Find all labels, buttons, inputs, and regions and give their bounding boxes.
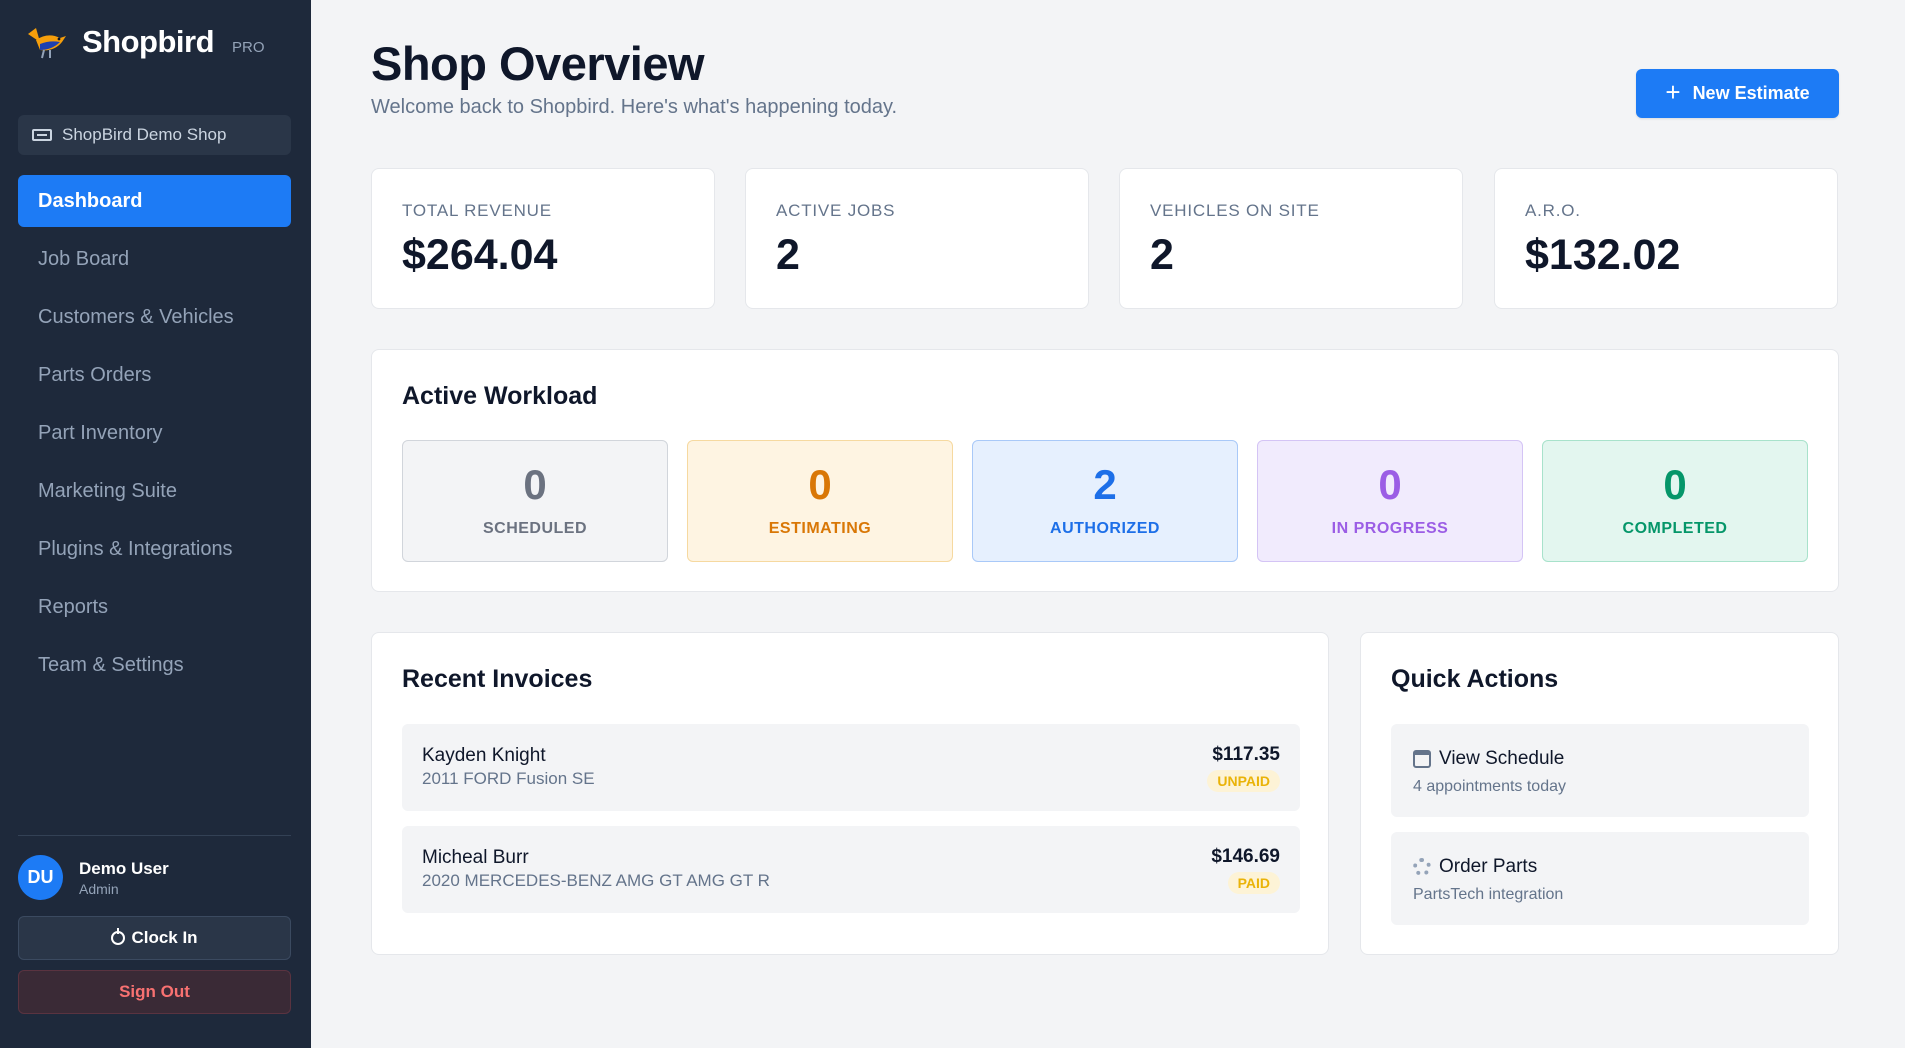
invoices-title: Recent Invoices xyxy=(402,665,593,693)
calendar-icon xyxy=(1413,750,1431,768)
stat-card-aro: A.R.O. $132.02 xyxy=(1494,168,1838,309)
stat-value: 2 xyxy=(1150,231,1174,279)
workload-completed[interactable]: 0 COMPLETED xyxy=(1542,440,1808,562)
new-estimate-button[interactable]: + New Estimate xyxy=(1636,69,1839,118)
workload-label: AUTHORIZED xyxy=(1050,520,1160,537)
quick-action-label: View Schedule xyxy=(1439,748,1565,769)
sidebar-item-label: Team & Settings xyxy=(38,653,184,676)
workload-count: 0 xyxy=(1663,461,1687,508)
sign-out-button[interactable]: Sign Out xyxy=(18,970,291,1014)
invoice-customer: Kayden Knight xyxy=(422,745,546,766)
shop-selector[interactable]: ShopBird Demo Shop xyxy=(18,115,291,155)
workload-estimating[interactable]: 0 ESTIMATING xyxy=(687,440,953,562)
sidebar-item-reports[interactable]: Reports xyxy=(18,581,291,633)
status-badge: PAID xyxy=(1227,872,1280,894)
sidebar-item-team-settings[interactable]: Team & Settings xyxy=(18,639,291,691)
quick-action-view-schedule[interactable]: View Schedule 4 appointments today xyxy=(1391,724,1809,817)
clock-in-label: Clock In xyxy=(131,928,198,947)
bird-logo-icon xyxy=(28,28,66,59)
workload-count: 0 xyxy=(523,461,547,508)
brand[interactable]: Shopbird PRO xyxy=(26,22,265,62)
stopwatch-icon xyxy=(111,928,126,945)
new-estimate-label: New Estimate xyxy=(1692,83,1810,103)
sidebar-item-label: Job Board xyxy=(38,247,130,270)
user-role: Admin xyxy=(79,880,119,897)
plus-icon: + xyxy=(1665,77,1681,107)
invoice-vehicle: 2011 FORD Fusion SE xyxy=(422,769,595,788)
active-workload-card: Active Workload 0 SCHEDULED 0 ESTIMATING… xyxy=(371,349,1839,592)
sidebar-nav: Dashboard Job Board Customers & Vehicles… xyxy=(18,175,291,697)
sidebar-item-label: Plugins & Integrations xyxy=(38,537,233,560)
stat-value: 2 xyxy=(776,231,800,279)
stat-value: $132.02 xyxy=(1525,231,1681,279)
workload-label: COMPLETED xyxy=(1622,520,1728,537)
invoice-amount: $117.35 xyxy=(1212,744,1280,765)
workload-scheduled[interactable]: 0 SCHEDULED xyxy=(402,440,668,562)
sidebar: Shopbird PRO ShopBird Demo Shop Dashboar… xyxy=(0,0,311,1048)
stat-value: $264.04 xyxy=(402,231,558,279)
invoice-amount: $146.69 xyxy=(1211,846,1280,867)
workload-label: ESTIMATING xyxy=(768,520,872,537)
brand-tier: PRO xyxy=(232,38,265,56)
workload-authorized[interactable]: 2 AUTHORIZED xyxy=(972,440,1238,562)
sidebar-item-plugins-integrations[interactable]: Plugins & Integrations xyxy=(18,523,291,575)
sidebar-item-parts-orders[interactable]: Parts Orders xyxy=(18,349,291,401)
brand-name: Shopbird xyxy=(82,24,215,59)
sidebar-item-label: Parts Orders xyxy=(38,363,152,386)
page-title: Shop Overview xyxy=(371,37,705,90)
avatar: DU xyxy=(18,855,63,900)
shop-name: ShopBird Demo Shop xyxy=(62,125,227,144)
invoice-row[interactable]: Micheal Burr 2020 MERCEDES-BENZ AMG GT A… xyxy=(402,826,1300,913)
sidebar-item-label: Marketing Suite xyxy=(38,479,177,502)
workload-label: IN PROGRESS xyxy=(1331,520,1449,537)
stat-card-vehicles-on-site: VEHICLES ON SITE 2 xyxy=(1119,168,1463,309)
quick-actions-title: Quick Actions xyxy=(1391,665,1559,693)
sidebar-divider xyxy=(18,835,291,836)
sidebar-item-job-board[interactable]: Job Board xyxy=(18,233,291,285)
sidebar-item-marketing-suite[interactable]: Marketing Suite xyxy=(18,465,291,517)
page-subtitle: Welcome back to Shopbird. Here's what's … xyxy=(371,96,898,118)
sign-out-label: Sign Out xyxy=(119,982,190,1001)
sidebar-item-label: Dashboard xyxy=(38,189,143,212)
sidebar-item-dashboard[interactable]: Dashboard xyxy=(18,175,291,227)
user-name: Demo User xyxy=(79,858,169,878)
workload-count: 2 xyxy=(1093,461,1117,508)
sidebar-item-part-inventory[interactable]: Part Inventory xyxy=(18,407,291,459)
status-badge: UNPAID xyxy=(1207,770,1280,792)
quick-action-order-parts[interactable]: Order Parts PartsTech integration xyxy=(1391,832,1809,925)
stat-card-total-revenue: TOTAL REVENUE $264.04 xyxy=(371,168,715,309)
sidebar-item-label: Reports xyxy=(38,595,109,618)
stat-label: A.R.O. xyxy=(1525,201,1581,220)
gear-icon xyxy=(1413,858,1431,876)
invoice-vehicle: 2020 MERCEDES-BENZ AMG GT AMG GT R xyxy=(422,871,770,890)
user-profile[interactable]: DU Demo User Admin xyxy=(18,855,169,900)
stat-label: ACTIVE JOBS xyxy=(776,201,896,220)
invoice-customer: Micheal Burr xyxy=(422,847,529,868)
sidebar-item-customers-vehicles[interactable]: Customers & Vehicles xyxy=(18,291,291,343)
clock-in-button[interactable]: Clock In xyxy=(18,916,291,960)
card-icon xyxy=(32,129,52,141)
quick-action-subtitle: 4 appointments today xyxy=(1413,778,1566,795)
workload-count: 0 xyxy=(1378,461,1402,508)
recent-invoices-card: Recent Invoices Kayden Knight 2011 FORD … xyxy=(371,632,1329,955)
workload-in-progress[interactable]: 0 IN PROGRESS xyxy=(1257,440,1523,562)
stat-card-active-jobs: ACTIVE JOBS 2 xyxy=(745,168,1089,309)
workload-title: Active Workload xyxy=(402,382,598,410)
sidebar-item-label: Part Inventory xyxy=(38,421,163,444)
stat-label: TOTAL REVENUE xyxy=(402,201,552,220)
quick-action-label: Order Parts xyxy=(1439,856,1538,877)
invoice-row[interactable]: Kayden Knight 2011 FORD Fusion SE $117.3… xyxy=(402,724,1300,811)
quick-action-subtitle: PartsTech integration xyxy=(1413,886,1564,903)
workload-count: 0 xyxy=(808,461,832,508)
stat-label: VEHICLES ON SITE xyxy=(1150,201,1320,220)
workload-label: SCHEDULED xyxy=(482,520,588,537)
quick-actions-card: Quick Actions View Schedule 4 appointmen… xyxy=(1360,632,1839,955)
sidebar-item-label: Customers & Vehicles xyxy=(38,305,234,328)
